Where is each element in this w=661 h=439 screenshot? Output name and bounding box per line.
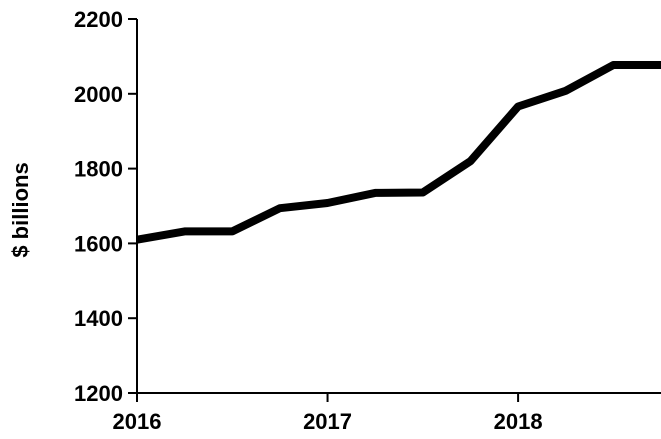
y-tick-label: 2200 — [74, 7, 123, 32]
series-line — [136, 61, 661, 244]
data-point — [279, 207, 281, 209]
x-axis: 2016 2017 2018 — [113, 392, 661, 434]
data-point — [470, 160, 471, 162]
x-tick-label: 2018 — [494, 409, 543, 434]
y-tick-label: 1600 — [74, 231, 123, 256]
data-point — [517, 106, 519, 107]
data-point — [422, 192, 424, 193]
data-point — [327, 202, 328, 204]
y-tick-label: 1400 — [74, 306, 123, 331]
data-point — [136, 239, 138, 241]
y-axis: 1200 1400 1600 1800 2000 2200 — [74, 7, 138, 406]
data-point — [612, 64, 614, 66]
y-tick-label: 2000 — [74, 82, 123, 107]
y-axis-title: $ billions — [8, 162, 33, 257]
data-point — [565, 90, 567, 92]
series-layer — [136, 61, 661, 244]
data-point — [184, 230, 186, 232]
data-point — [231, 230, 233, 232]
y-tick-label: 1800 — [74, 157, 123, 182]
data-point — [374, 192, 376, 194]
x-tick-label: 2017 — [303, 409, 352, 434]
x-tick-label: 2016 — [113, 409, 162, 434]
y-tick-label: 1200 — [74, 381, 123, 406]
